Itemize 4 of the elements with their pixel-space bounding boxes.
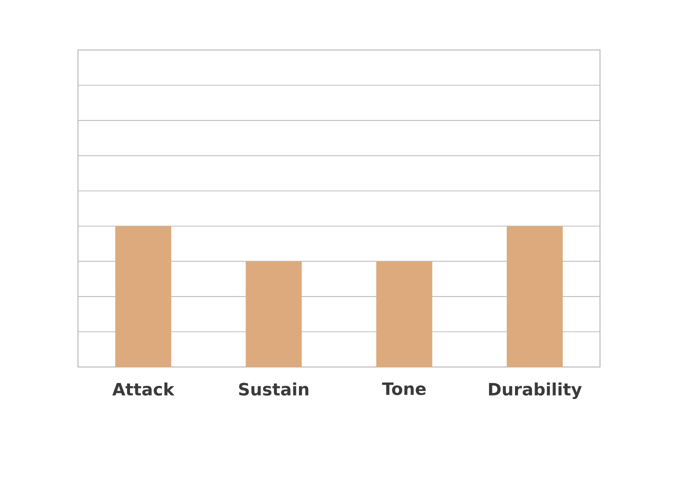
x-tick-label: Durability <box>489 382 582 400</box>
x-tick-label: Sustain <box>239 382 308 396</box>
x-tick-label: Tone <box>382 382 426 396</box>
x-tick-label: Attack <box>112 382 175 396</box>
